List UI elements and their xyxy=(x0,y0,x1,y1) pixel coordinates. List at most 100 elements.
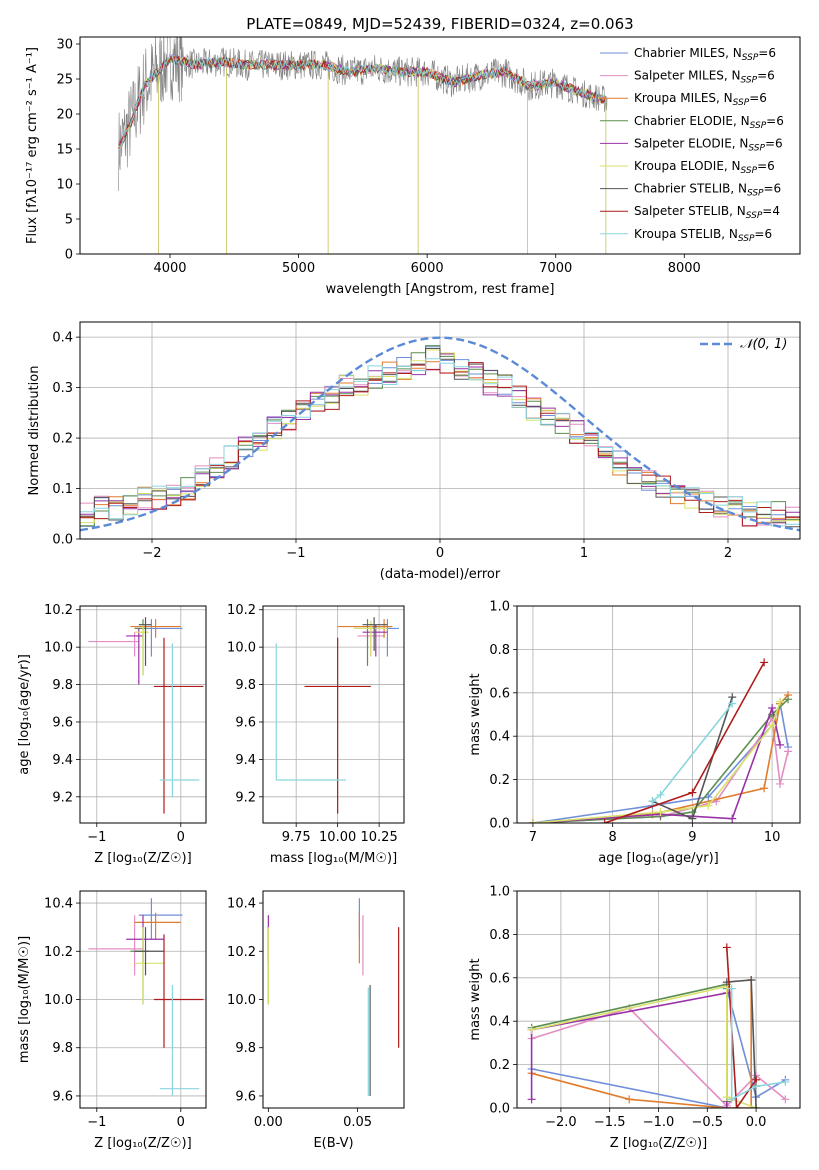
x-axis-label: mass [log₁₀(M/M☉)] xyxy=(270,851,397,866)
model-spectrum-line xyxy=(118,54,607,148)
spectrum-frame xyxy=(79,36,801,255)
x-axis-label: Z [log₁₀(Z/Z☉)] xyxy=(94,851,191,866)
legend-label: Salpeter MILES, NSSP=6 xyxy=(634,69,775,86)
y-tick-label: 10.0 xyxy=(227,641,256,656)
y-tick-label: 10.2 xyxy=(227,603,256,618)
x-tick-label: 1 xyxy=(580,546,588,561)
x-tick-label: −1.0 xyxy=(643,1115,675,1130)
legend-subscript: SSP xyxy=(741,166,758,176)
mass-weight-marker xyxy=(784,747,793,756)
x-axis-label: wavelength [Angstrom, rest frame] xyxy=(326,282,555,297)
y-tick-label: 0.0 xyxy=(489,817,510,832)
y-tick-label: 9.4 xyxy=(235,753,256,768)
y-tick-label: 9.2 xyxy=(52,790,73,805)
gaussian-curve xyxy=(80,336,800,532)
x-tick-label: −1.5 xyxy=(594,1115,626,1130)
x-tick-label: 0.05 xyxy=(343,1115,372,1130)
mass-weight-marker xyxy=(776,740,785,749)
y-tick-label: 9.8 xyxy=(52,1041,73,1056)
legend-tail: =6 xyxy=(754,227,772,241)
residuals-frame xyxy=(79,321,801,540)
legend-label: Chabrier STELIB, NSSP=6 xyxy=(634,182,781,199)
legend-subscript: SSP xyxy=(748,143,765,153)
x-tick-label: −1 xyxy=(87,1115,106,1130)
y-tick-label: 10.2 xyxy=(44,945,73,960)
legend-tail: =6 xyxy=(765,136,783,150)
y-tick-label: 10.4 xyxy=(44,897,73,912)
mass-weight-marker xyxy=(688,788,697,797)
y-axis-label: Normed distribution xyxy=(27,366,42,496)
legend-subscript: SSP xyxy=(741,76,758,86)
y-tick-label: 25 xyxy=(56,73,73,88)
mass-weight-marker xyxy=(781,1077,790,1086)
legend-tail: =6 xyxy=(758,46,776,60)
y-tick-label: 9.8 xyxy=(235,1041,256,1056)
legend-tail: =6 xyxy=(757,69,775,83)
mass-weight-marker xyxy=(747,975,756,984)
y-tick-label: 0.2 xyxy=(52,432,73,447)
histogram-group xyxy=(80,336,800,539)
legend-tail: =4 xyxy=(762,204,780,218)
mass-weight-marker xyxy=(776,697,785,706)
y-tick-label: 0.6 xyxy=(489,971,510,986)
x-tick-label: −2 xyxy=(142,546,161,561)
residuals-panel: −2 −1 0 1 2 0.0 0.1 0.2 0.3 0.4 (data-model)/error… xyxy=(27,322,800,582)
mass-weight-marker xyxy=(728,814,737,823)
y-tick-label: 10.0 xyxy=(44,641,73,656)
legend-subscript: SSP xyxy=(746,211,763,221)
mass-weight-marker xyxy=(527,1095,536,1104)
legend-label: Salpeter ELODIE, NSSP=6 xyxy=(634,136,783,153)
mass-weight-marker xyxy=(768,721,777,730)
y-axis-label: Flux [fλ10⁻¹⁷ erg cm⁻² s⁻¹ A⁻¹] xyxy=(25,47,40,244)
y-tick-label: 0.8 xyxy=(489,643,510,658)
mass-weight-marker xyxy=(704,801,713,810)
mass-weight-marker xyxy=(728,699,737,708)
x-axis-label: Z [log₁₀(Z/Z☉)] xyxy=(610,1136,707,1151)
y-tick-label: 0.1 xyxy=(52,482,73,497)
x-axis-label: Z [log₁₀(Z/Z☉)] xyxy=(94,1136,191,1151)
x-tick-label: 10 xyxy=(764,830,781,845)
mass-weight-marker xyxy=(776,779,785,788)
mass-weight-marker xyxy=(600,819,609,823)
figure-title: PLATE=0849, MJD=52439, FIBERID=0324, z=0… xyxy=(246,15,633,33)
mass-weight-line xyxy=(532,700,789,823)
y-axis-label: mass weight xyxy=(468,673,483,755)
legend-subscript: SSP xyxy=(738,234,755,244)
mass-vs-EBV-points xyxy=(267,898,400,1096)
y-tick-label: 0.2 xyxy=(489,1058,510,1073)
y-tick-label: 5 xyxy=(65,213,73,228)
y-tick-label: 9.8 xyxy=(52,678,73,693)
spectrum-legend: Chabrier MILES, NSSP=6 Salpeter MILES, NS… xyxy=(600,46,784,244)
mass-weight-marker xyxy=(747,1104,756,1108)
mass-weight-marker xyxy=(727,984,736,993)
mass-weight-marker xyxy=(768,703,777,712)
legend-label: Salpeter STELIB, NSSP=4 xyxy=(634,204,780,221)
mass-weight-marker xyxy=(784,695,793,704)
mass-vs-Z-frame xyxy=(79,890,207,1109)
histogram-step-line xyxy=(80,358,800,539)
x-tick-label: 5000 xyxy=(282,261,315,276)
y-tick-label: 9.2 xyxy=(235,790,256,805)
x-tick-label: −1 xyxy=(286,546,305,561)
mass-weight-marker xyxy=(752,1104,761,1108)
y-tick-label: 10.2 xyxy=(227,945,256,960)
y-tick-label: 9.6 xyxy=(52,1089,73,1104)
y-tick-label: 0 xyxy=(65,248,73,263)
y-tick-label: 0.8 xyxy=(489,928,510,943)
mass-weight-marker xyxy=(752,1082,761,1091)
mass-weight-marker xyxy=(727,1095,736,1104)
age-vs-Z-points xyxy=(88,617,204,814)
mass-vs-Z-panel: −1 0 9.6 9.8 10.0 10.2 10.4 Z [log₁₀(Z/Z☉)] mass… xyxy=(17,891,206,1151)
legend-label: Kroupa STELIB, NSSP=6 xyxy=(634,227,772,244)
mass-weight-vs-Z-frame xyxy=(516,890,801,1109)
y-tick-label: 0.0 xyxy=(489,1102,510,1117)
legend-subscript: SSP xyxy=(750,121,767,131)
y-tick-label: 1.0 xyxy=(489,885,510,900)
mass-weight-line xyxy=(604,662,765,823)
y-axis-label: mass weight xyxy=(468,958,483,1040)
x-tick-label: 8000 xyxy=(668,261,701,276)
legend-tail: =6 xyxy=(766,114,784,128)
y-axis-label: mass [log₁₀(M/M☉)] xyxy=(17,936,32,1063)
age-vs-Z-panel: −1 0 9.2 9.4 9.6 9.8 10.0 10.2 Z [log₁₀(Z/Z☉)] ag… xyxy=(17,603,206,866)
y-tick-label: 0.2 xyxy=(489,773,510,788)
